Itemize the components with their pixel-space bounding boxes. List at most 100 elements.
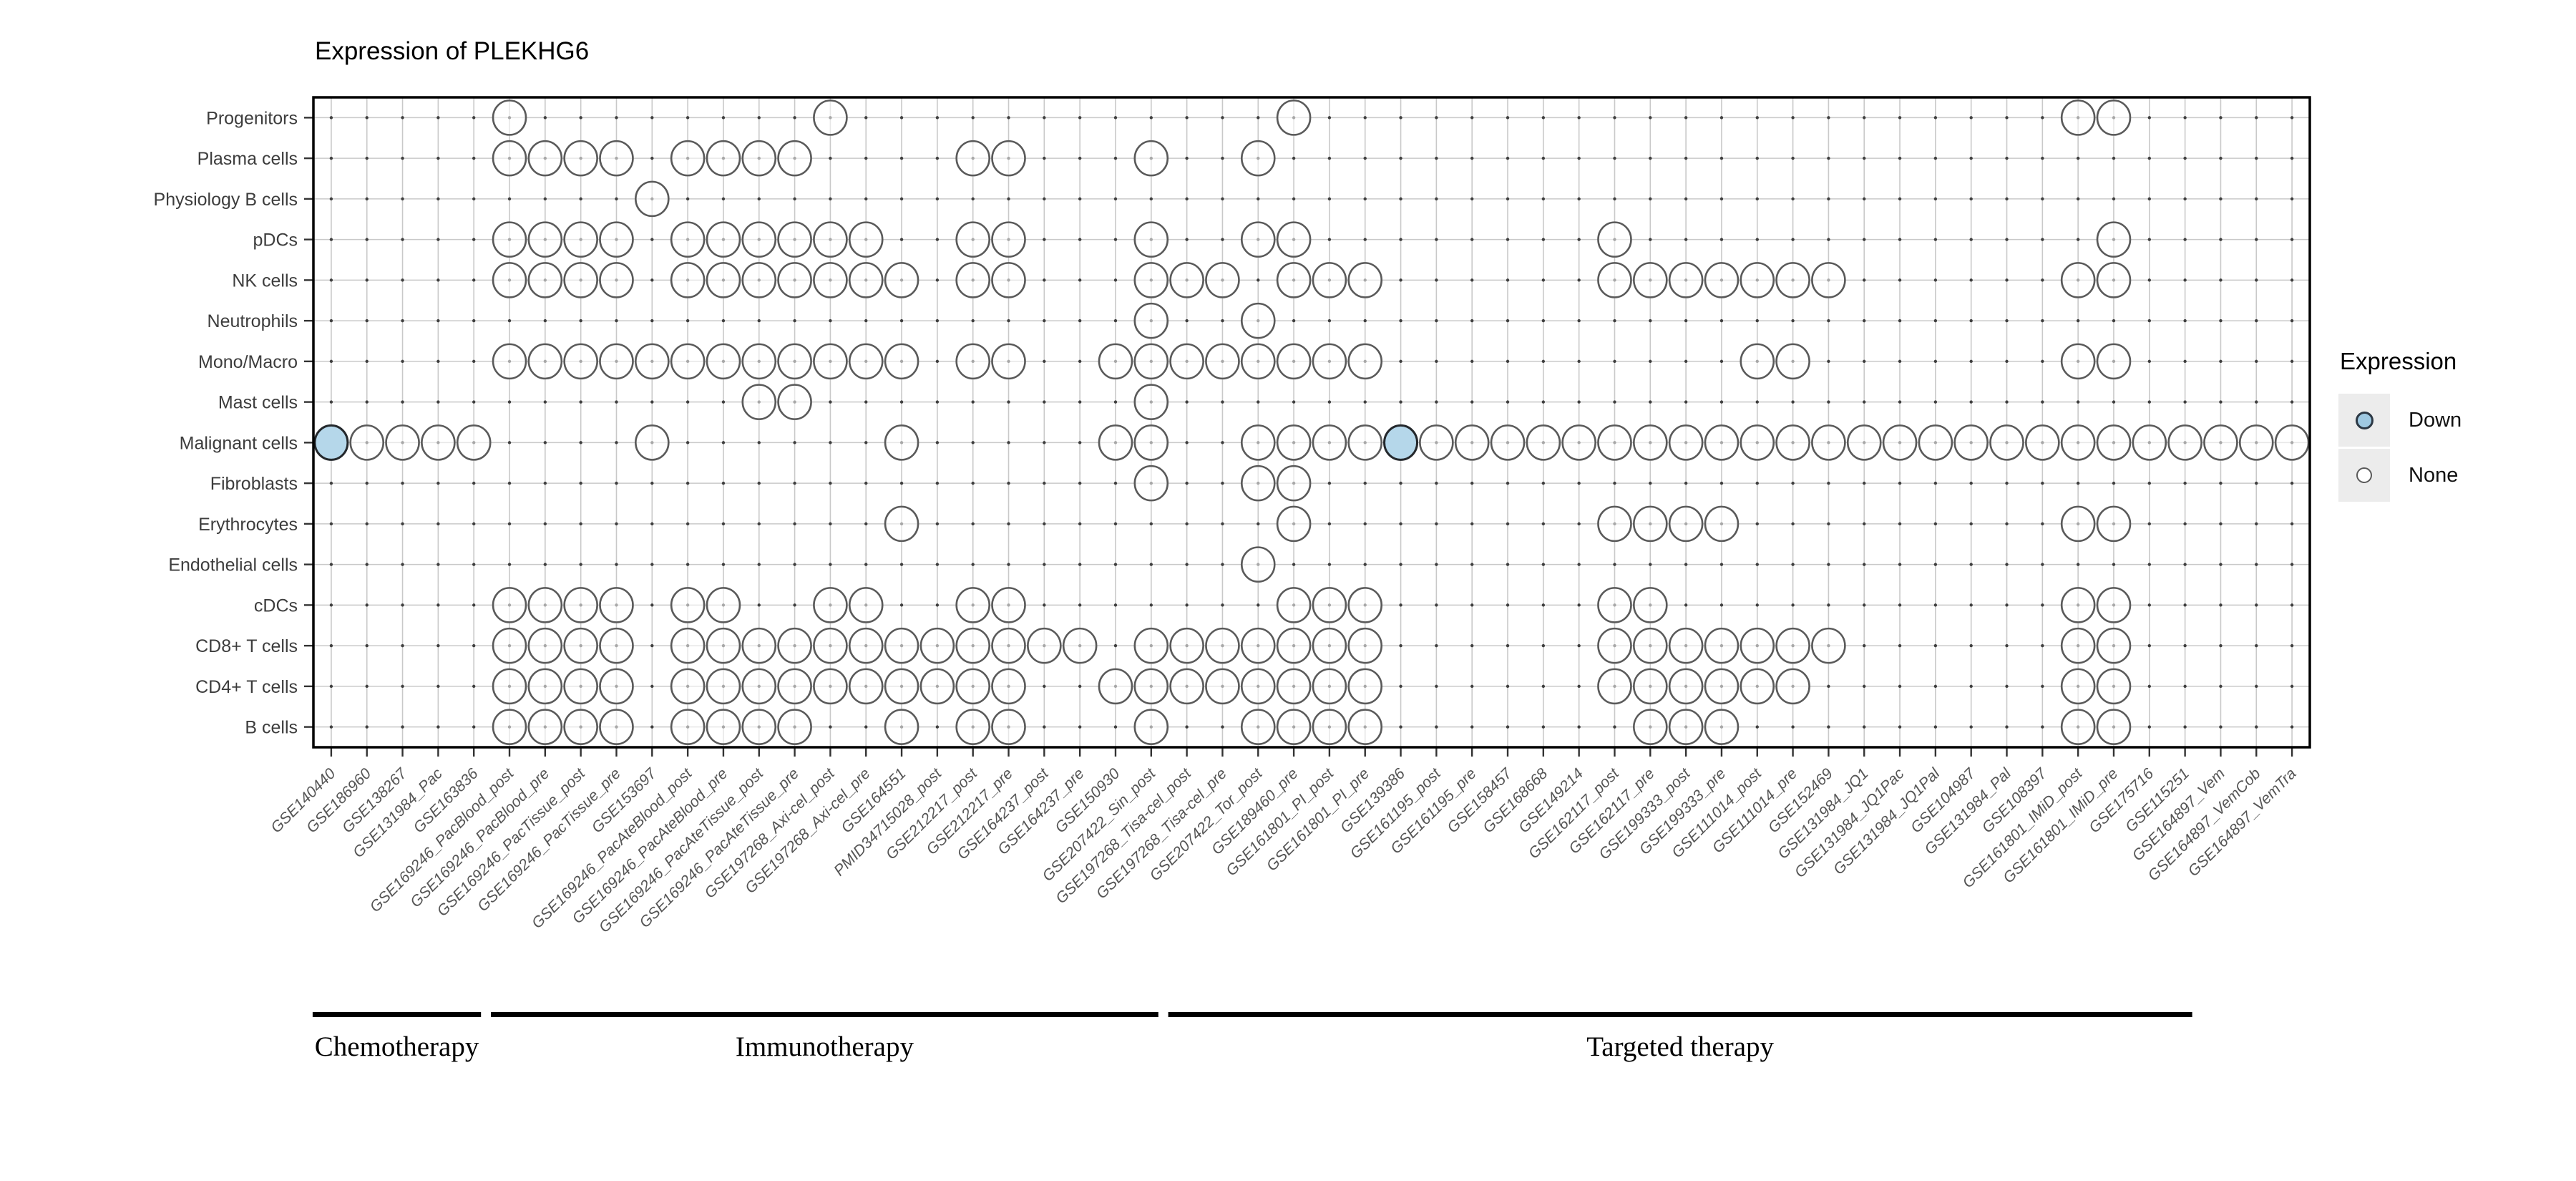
dot-none [777, 221, 812, 258]
dot-none [884, 505, 919, 543]
dot-none [1597, 424, 1632, 461]
dot-none [884, 262, 919, 298]
dot-none [492, 262, 527, 298]
dot-none [385, 424, 420, 461]
dot-none [1775, 262, 1810, 298]
dot-none [2096, 627, 2132, 664]
dot-none [2060, 709, 2096, 745]
dot-none [813, 343, 848, 380]
dot-none [1740, 627, 1775, 664]
dot-none [2203, 424, 2238, 461]
dot-none [1704, 709, 1740, 745]
y-axis-label: Progenitors [206, 108, 298, 128]
dot-none [527, 627, 563, 664]
dot-none [1704, 668, 1740, 705]
dot-none [492, 709, 527, 745]
dot-none [2060, 343, 2096, 380]
dot-none [1276, 709, 1312, 745]
dot-none [884, 668, 919, 705]
group-line-layer [312, 1012, 2192, 1017]
dot-down [313, 424, 349, 461]
dot-none [991, 343, 1026, 380]
dot-none [492, 668, 527, 705]
dot-none [1597, 505, 1632, 543]
dot-none [2096, 587, 2132, 623]
dot-none [527, 221, 563, 258]
dot-none [1811, 627, 1846, 664]
dot-none [777, 140, 812, 177]
dot-none [813, 262, 848, 298]
dot-none [2096, 505, 2132, 543]
dot-none [2060, 262, 2096, 298]
dot-none [1347, 668, 1383, 705]
y-axis-label: NK cells [232, 271, 298, 291]
dot-none [2132, 424, 2167, 461]
dot-none [1811, 424, 1846, 461]
dot-none [1597, 627, 1632, 664]
dot-none [2096, 262, 2132, 298]
dot-none [991, 221, 1026, 258]
y-axis-label: cDCs [254, 596, 298, 616]
dot-none [599, 343, 634, 380]
dot-none [1775, 627, 1810, 664]
dot-none [706, 709, 741, 745]
dot-none [670, 221, 706, 258]
chart-title: Expression of PLEKHG6 [315, 37, 590, 65]
dot-none [2274, 424, 2310, 461]
dot-none [777, 668, 812, 705]
dot-none [2025, 424, 2060, 461]
dot-none [1240, 546, 1276, 583]
dot-none [1276, 505, 1312, 543]
dot-none [955, 587, 990, 623]
group-label-targeted-therapy: Targeted therapy [1586, 1031, 1775, 1062]
dot-none [991, 140, 1026, 177]
dot-none [955, 709, 990, 745]
dot-none [1205, 668, 1240, 705]
dot-none [2060, 99, 2096, 136]
dot-none [492, 221, 527, 258]
dot-none [1668, 424, 1704, 461]
dot-none [706, 221, 741, 258]
dot-none [1276, 343, 1312, 380]
dot-none [1240, 424, 1276, 461]
group-underline [491, 1012, 1158, 1017]
group-underline [1168, 1012, 2192, 1017]
dot-none [1597, 587, 1632, 623]
dot-none [1205, 343, 1240, 380]
group-label-immunotherapy: Immunotherapy [735, 1031, 914, 1062]
dot-none [599, 262, 634, 298]
y-axis-label: Plasma cells [197, 149, 298, 169]
dot-none [563, 627, 598, 664]
dot-none [1704, 627, 1740, 664]
dot-none [2096, 424, 2132, 461]
dot-none [1347, 262, 1383, 298]
dot-none [1169, 343, 1204, 380]
dot-none [599, 668, 634, 705]
dot-none [1240, 465, 1276, 502]
dot-none [741, 384, 777, 420]
dot-none [2096, 343, 2132, 380]
dot-none [635, 343, 670, 380]
dot-none [2060, 424, 2096, 461]
dot-none [2238, 424, 2274, 461]
y-axis-label: CD8+ T cells [195, 636, 298, 656]
dot-none [1668, 262, 1704, 298]
dot-none [670, 140, 706, 177]
dot-none [2060, 505, 2096, 543]
dot-none [1668, 627, 1704, 664]
dot-none [670, 709, 706, 745]
dot-none [1597, 221, 1632, 258]
dot-none [563, 587, 598, 623]
dot-none [492, 587, 527, 623]
legend: Expression Down None [2338, 348, 2462, 504]
dot-none [848, 262, 884, 298]
dot-none [741, 140, 777, 177]
legend-keybox [2338, 449, 2390, 502]
dot-none [670, 262, 706, 298]
y-axis-label: pDCs [253, 230, 298, 251]
dot-none [2096, 709, 2132, 745]
dot-none [848, 627, 884, 664]
dot-none [670, 668, 706, 705]
dot-none [955, 221, 990, 258]
dot-none [635, 424, 670, 461]
